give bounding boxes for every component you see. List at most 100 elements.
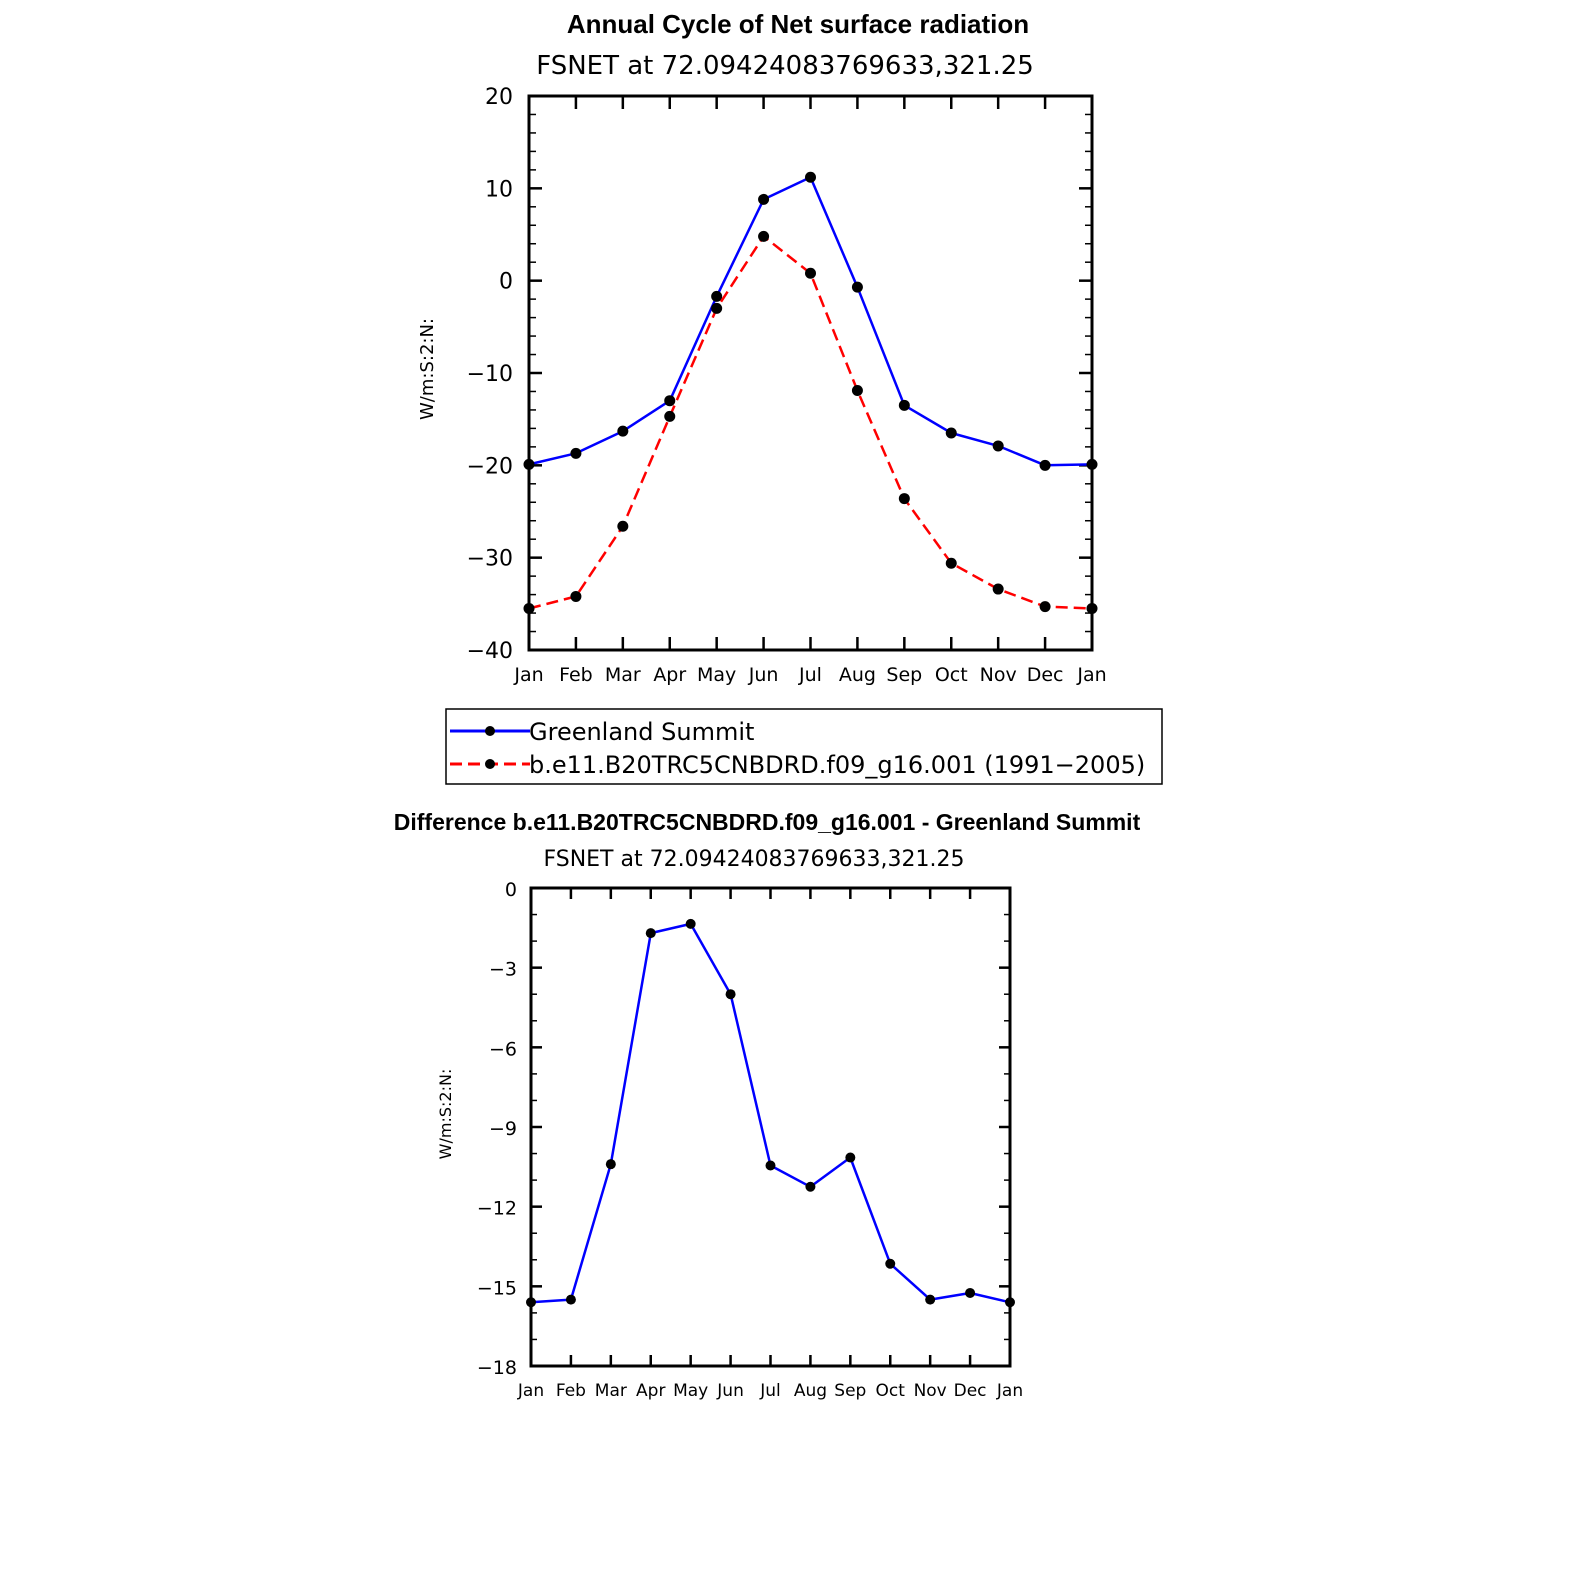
chart1-series [523,171,1098,614]
chart1-series-1-point [711,302,723,314]
chart1-x-tick-label: May [697,664,736,686]
chart1-series-1-point [758,230,770,242]
chart1-y-tick-label: 20 [485,85,513,110]
chart2-x-tick-labels: Jan Feb Mar Apr May Jun Jul Aug Sep Oct Nov Dec Jan [517,1381,1023,1401]
legend-marker-red [485,759,495,769]
chart2-series-0-point [965,1287,976,1298]
chart1-series-0-point [1086,458,1098,470]
chart2-x-tick-label: Dec [954,1381,987,1401]
chart1-series-1-point [1086,602,1098,614]
legend-box [445,708,1163,785]
chart2-y-tick-label: −12 [477,1198,517,1220]
chart2-series-0-point [685,918,696,929]
chart1-legend: Greenland Summit b.e11.B20TRC5CNBDRD.f09… [445,708,1163,785]
chart2-x-tick-label: Jun [716,1381,744,1401]
chart1-x-tick-label: Oct [935,664,968,686]
chart1-series-0-point [1039,459,1051,471]
chart1-y-tick-label: −40 [467,639,513,664]
chart1-x-tick-label: Jul [798,664,822,686]
chart2-series-0-point [805,1181,816,1192]
chart1-series-1-point [898,493,910,505]
chart1-series-0-point [945,427,957,439]
chart2-x-tick-label: Sep [834,1381,866,1401]
chart1-series-0-point [523,458,535,470]
chart2-series-0-point [845,1152,856,1163]
chart1-series-1-point [851,385,863,397]
chart2-series-0-point [725,989,736,1000]
chart-annual-cycle: Annual Cycle of Net surface radiation FS… [417,9,1163,785]
legend-label-greenland-summit: Greenland Summit [529,718,754,746]
chart1-x-tick-label: Nov [980,664,1017,686]
chart2-series-0-point [605,1159,616,1170]
chart2-series-0-point [1005,1297,1015,1308]
chart1-series-0-point [992,440,1004,452]
chart1-x-tick-label: Sep [886,664,922,686]
chart2-x-tick-label: Jan [996,1381,1023,1401]
chart2-y-tick-label: −9 [489,1118,517,1140]
chart1-x-tick-label: Jan [513,664,543,686]
chart1-y-tick-label: 0 [499,270,513,295]
chart2-x-tick-label: Nov [914,1381,947,1401]
chart1-series-1-point [1039,601,1051,613]
chart1-y-axis-label: W/m:S:2:N: [417,318,438,420]
chart2-series [526,918,1015,1308]
chart1-x-tick-label: Apr [653,664,686,686]
chart1-series-1-point [664,410,676,422]
chart1-series-0-point [758,193,770,205]
chart2-series-0-point [925,1294,936,1305]
chart1-subtitle: FSNET at 72.09424083769633,321.25 [536,51,1034,81]
chart2-y-tick-labels: −18 −15 −12 −9 −6 −3 0 [477,879,517,1379]
chart1-series-1-point [523,602,535,614]
chart1-x-tick-label: Aug [839,664,876,686]
chart2-series-0-point [526,1297,536,1308]
chart2-series-0-point [765,1160,776,1171]
chart1-series-0-point [711,290,723,302]
chart2-y-tick-label: 0 [505,879,517,901]
chart2-x-tick-label: Apr [636,1381,665,1401]
chart2-y-tick-label: −15 [477,1277,517,1299]
chart1-title: Annual Cycle of Net surface radiation [567,9,1029,39]
chart1-series-1-point [945,557,957,569]
chart1-x-tick-label: Mar [605,664,641,686]
chart2-y-tick-label: −18 [477,1357,517,1379]
chart1-x-tick-label: Jan [1076,664,1106,686]
chart2-x-tick-label: May [673,1381,708,1401]
chart1-y-tick-label: −20 [467,454,513,479]
chart2-axes [529,886,1012,1368]
chart1-series-1-point [992,583,1004,595]
legend-item-greenland-summit: Greenland Summit [450,718,754,746]
chart1-series-0-point [805,171,816,183]
chart2-series-0-point [885,1258,896,1269]
legend-item-model: b.e11.B20TRC5CNBDRD.f09_g16.001 (1991−20… [450,751,1145,779]
chart1-y-tick-label: 10 [485,177,513,202]
chart1-series-1-point [805,267,816,279]
chart2-title: Difference b.e11.B20TRC5CNBDRD.f09_g16.0… [394,809,1141,835]
chart1-x-tick-labels: Jan Feb Mar Apr May Jun Jul Aug Sep Oct Nov Dec Jan [513,664,1106,686]
chart1-series-0-point [617,425,629,437]
chart2-x-tick-label: Oct [876,1381,906,1401]
chart1-y-tick-label: −30 [467,547,513,572]
chart2-y-axis-label: W/m:S:2:N: [436,1069,455,1160]
chart1-series-0-point [851,281,863,293]
chart1-x-tick-label: Dec [1027,664,1064,686]
chart1-x-tick-label: Feb [559,664,593,686]
chart1-y-tick-label: −10 [467,362,513,387]
chart1-x-tick-label: Jun [748,664,779,686]
chart1-y-tick-labels: −40 −30 −20 −10 0 10 20 [467,85,513,664]
chart2-x-tick-label: Aug [794,1381,827,1401]
chart2-x-tick-label: Feb [556,1381,586,1401]
chart2-series-0-point [645,928,656,939]
chart2-x-tick-label: Jul [759,1381,781,1401]
chart2-y-tick-label: −3 [489,959,517,981]
legend-label-model: b.e11.B20TRC5CNBDRD.f09_g16.001 (1991−20… [529,751,1145,779]
chart2-y-tick-label: −6 [489,1038,517,1060]
chart1-series-0-point [570,447,582,459]
chart1-series-1-point [617,520,629,532]
chart2-subtitle: FSNET at 72.09424083769633,321.25 [543,847,964,872]
chart2-x-tick-label: Mar [595,1381,627,1401]
chart2-series-0-point [565,1294,576,1305]
legend-marker-blue [485,726,495,736]
chart-difference: Difference b.e11.B20TRC5CNBDRD.f09_g16.0… [394,809,1141,1401]
chart1-series-1-point [570,590,582,602]
